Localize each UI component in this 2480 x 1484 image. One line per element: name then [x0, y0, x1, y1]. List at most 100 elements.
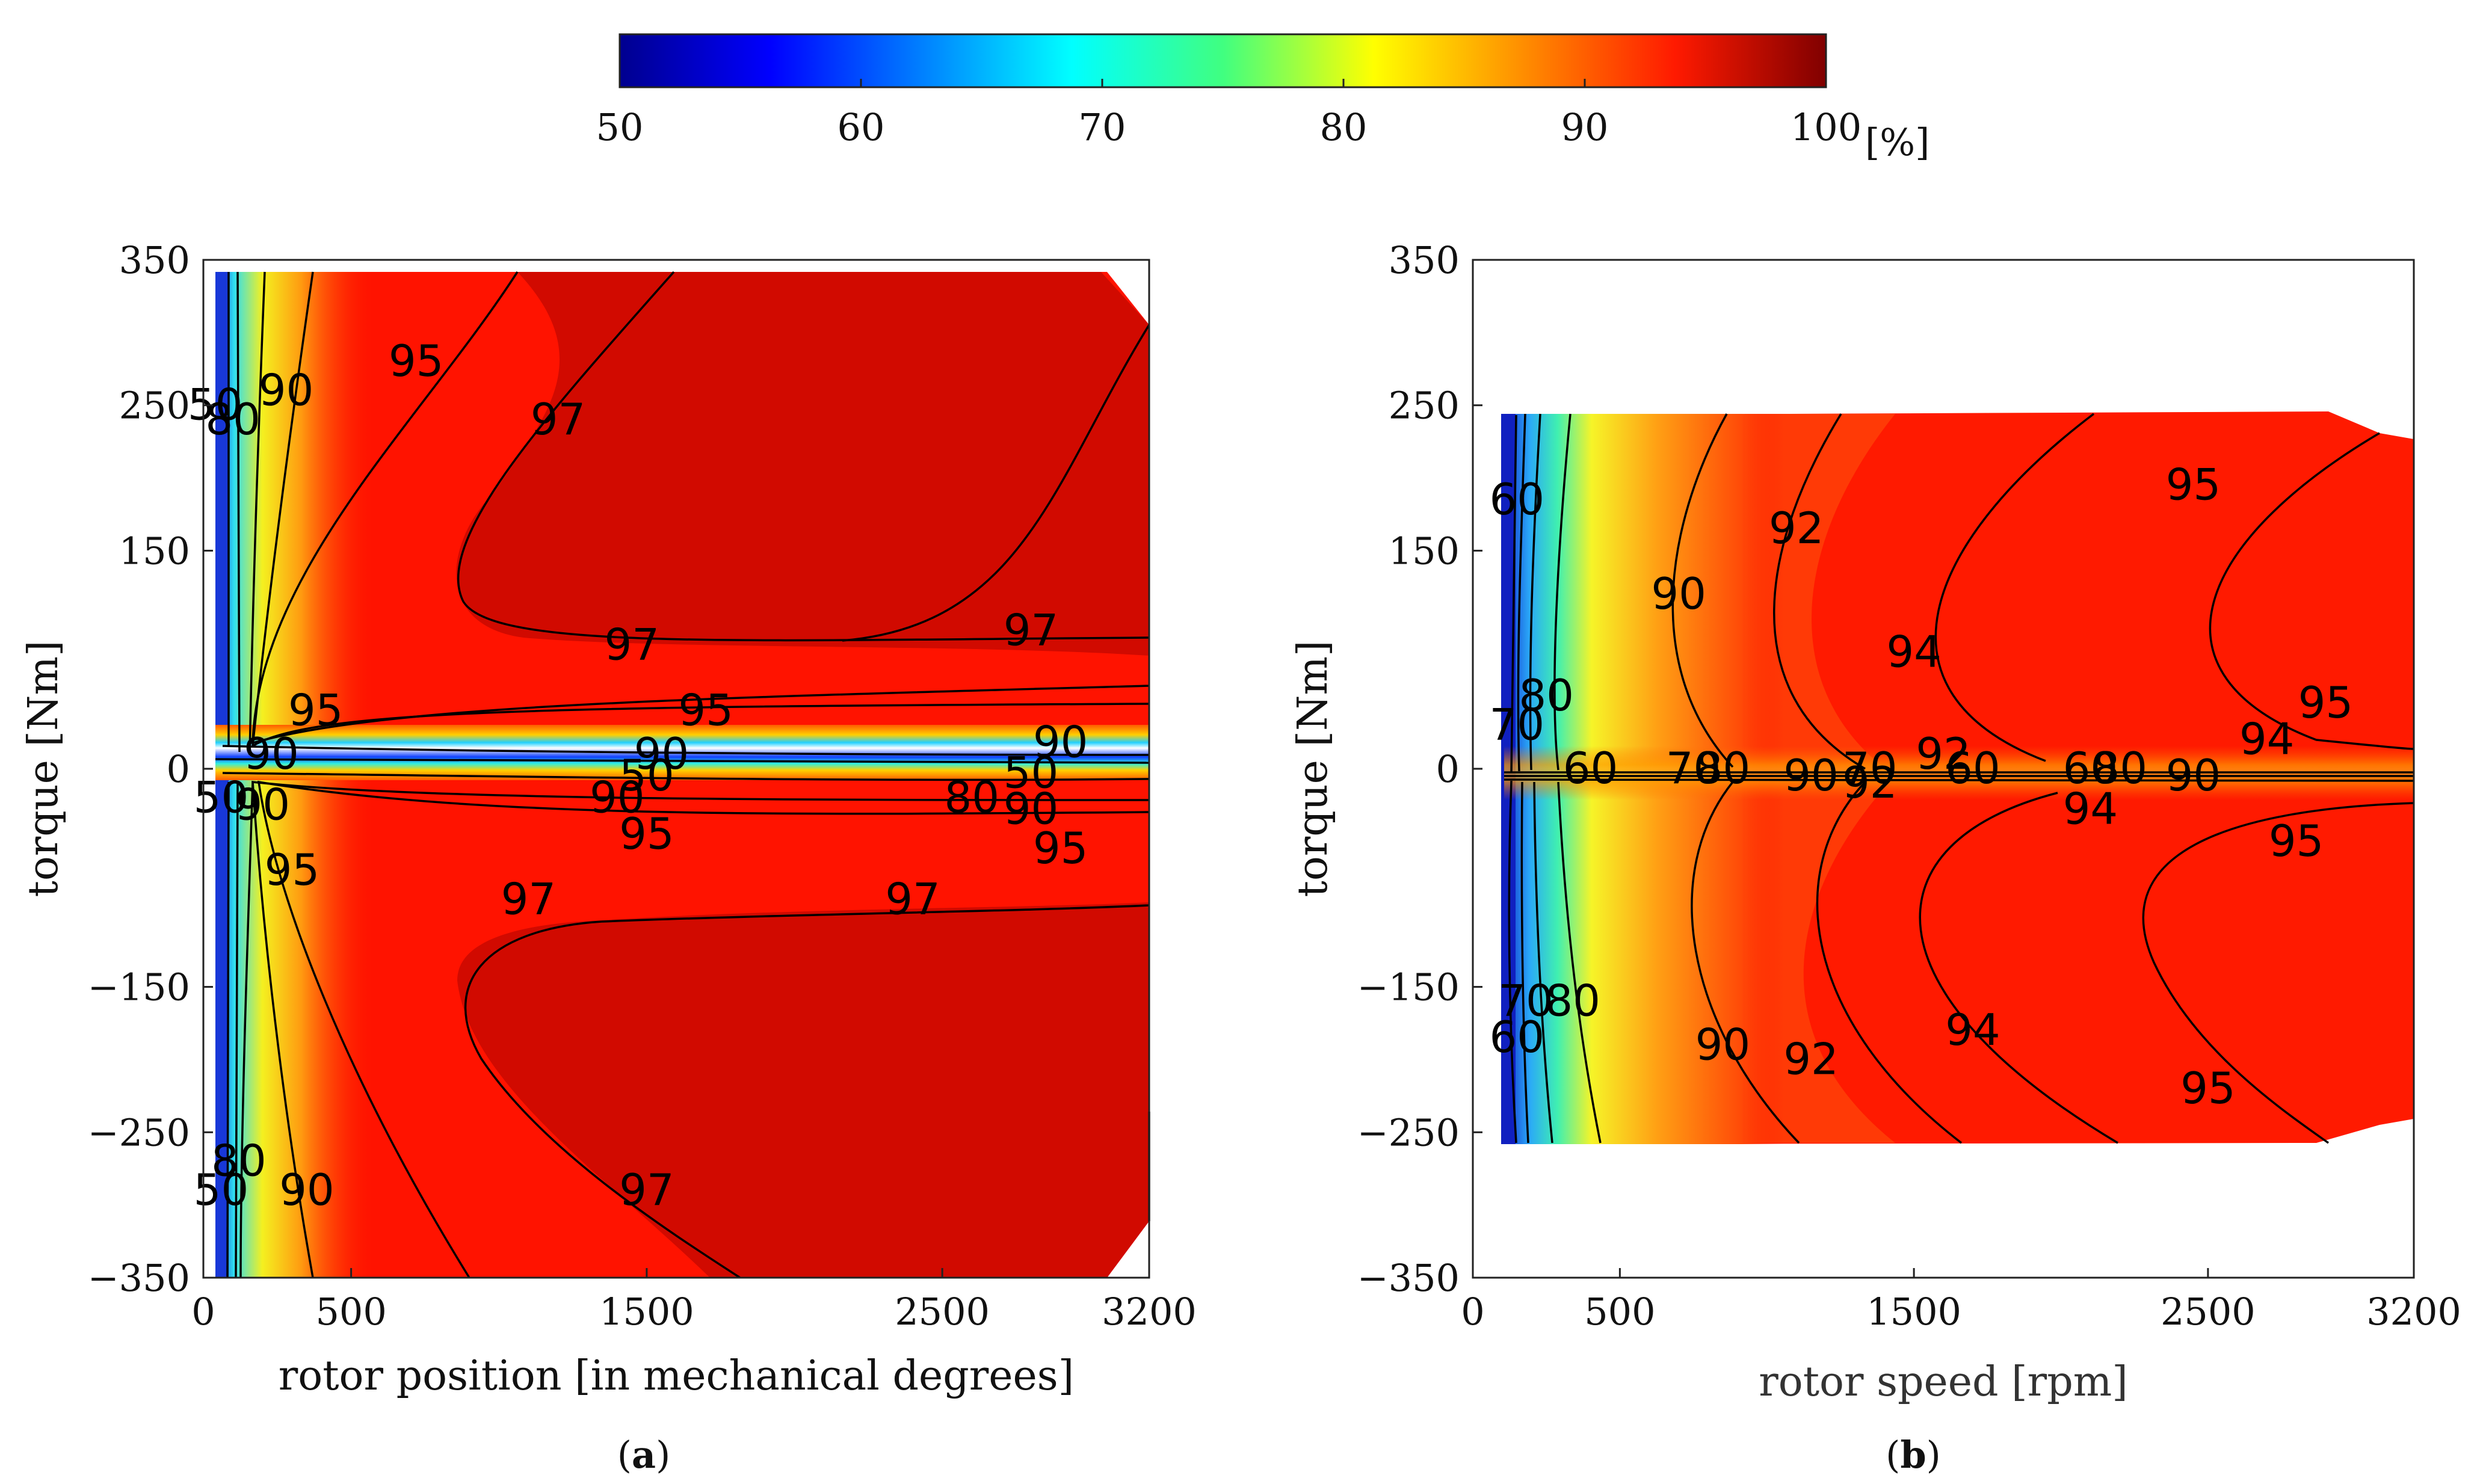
panel-b-contour-label: 94 — [2063, 784, 2118, 834]
panel-b-ytick-label: −350 — [1357, 1256, 1460, 1300]
panel-b-xtick-label: 1500 — [1866, 1290, 1961, 1334]
panel-a-contour-label: 95 — [288, 685, 344, 735]
panel-a-ytick-label: −350 — [88, 1256, 190, 1300]
panel-b-ytick-label: 250 — [1389, 384, 1460, 428]
panel-a-contour-label: 97 — [605, 620, 660, 670]
panel-b-contours — [1504, 413, 2414, 1144]
panel-b-ytick-label: 350 — [1389, 238, 1460, 282]
panel-a-contour-label: 80 — [944, 772, 999, 822]
colorbar-tick-label: 80 — [1320, 105, 1368, 149]
panel-b-contour-label: 60 — [1490, 1012, 1545, 1062]
panel-b-ytick-label: −150 — [1357, 965, 1460, 1009]
panel-b-ytick-label: 150 — [1389, 529, 1460, 573]
panel-b-contour-label: 80 — [1695, 743, 1751, 793]
panel-b-contour-label: 95 — [2269, 816, 2324, 866]
panel-a-xtick-label: 500 — [315, 1290, 386, 1334]
panel-b-contour-label: 92 — [1769, 503, 1824, 553]
panel-a-ytick-label: 0 — [167, 747, 190, 791]
panel-a-region-97-lower — [457, 902, 1149, 1278]
panel-b-xlabel: rotor speed [rpm] — [1759, 1358, 2127, 1406]
panel-a-ytick-label: 150 — [119, 529, 190, 573]
panel-b-contour-label: 70 — [1498, 976, 1553, 1026]
panel-b-caption-letter: b — [1900, 1433, 1926, 1477]
panel-b-caption: (b) — [1886, 1433, 1941, 1477]
panel-b-contour-label: 90 — [2166, 750, 2221, 801]
panel-a-caption-letter: a — [632, 1433, 656, 1477]
colorbar-tick-label: 100 — [1791, 105, 1862, 149]
panel-b-ylabel: torque [Nm] — [1289, 641, 1337, 897]
panel-b-contour-label: 70 — [1490, 699, 1545, 750]
colorbar: 50 60 70 80 90 100 [%] — [596, 33, 1929, 164]
panel-a-contour-label: 97 — [1004, 605, 1059, 655]
colorbar-ticks: 50 60 70 80 90 100 — [596, 79, 1862, 149]
panel-a-xtick-label: 3200 — [1102, 1290, 1197, 1334]
panel-b-contour-label: 90 — [1783, 750, 1839, 801]
panel-a-contour-label: 90 — [244, 728, 299, 779]
panel-a-contour-label: 50 — [1004, 747, 1059, 798]
panel-b-contour-label: 60 — [1563, 743, 1618, 793]
panel-a-contour-label: 90 — [1033, 716, 1088, 767]
panel-a-contour-label: 97 — [885, 874, 940, 925]
panel-a-contour-label: 80 — [205, 394, 261, 445]
panel-b-contour-label: 60 — [2063, 743, 2118, 793]
panel-a-region-97-upper — [456, 272, 1149, 656]
panel-b-contour-label: 92 — [1842, 757, 1898, 808]
panel-b-contour-label: 92 — [1916, 728, 1971, 779]
panel-b-contour-label: 70 — [1666, 743, 1721, 793]
panel-a-contour-label: 50 — [194, 1165, 249, 1215]
panel-b-contour-label: 90 — [1695, 1019, 1751, 1070]
panel-b-contour-label: 92 — [1783, 1033, 1839, 1084]
colorbar-tick-label: 90 — [1561, 105, 1609, 149]
panel-a-contour-label: 97 — [501, 874, 557, 925]
colorbar-unit: [%] — [1865, 120, 1929, 164]
panel-a-ytick-label: −250 — [88, 1110, 190, 1154]
panel-a-contour-label: 50 — [188, 380, 243, 430]
panel-a-contour-label: 97 — [619, 1165, 674, 1215]
colorbar-tick-label: 70 — [1079, 105, 1126, 149]
panel-a-contour-label: 50 — [619, 750, 674, 801]
panel-a-xtick-label: 0 — [191, 1290, 215, 1334]
panel-b-xtick-label: 2500 — [2161, 1290, 2256, 1334]
panel-a-contour-label: 90 — [590, 772, 645, 822]
panel-a-xlabel: rotor position [in mechanical degrees] — [279, 1352, 1074, 1400]
panel-b-ytick-label: 0 — [1436, 747, 1460, 791]
panel-a-contour-label: 95 — [619, 808, 674, 859]
panel-a-contour-label: 95 — [265, 845, 320, 895]
panel-a-caption: (a) — [617, 1433, 671, 1477]
panel-b-contour-label: 95 — [2298, 677, 2354, 728]
panel-b-xtick-label: 0 — [1461, 1290, 1484, 1334]
colorbar-tick-label: 60 — [837, 105, 885, 149]
panel-b-contour-label: 94 — [1886, 627, 1942, 677]
panel-a-ytick-label: −150 — [88, 965, 190, 1009]
panel-a-contour-label: 90 — [634, 728, 689, 779]
panel-a-contour-label: 95 — [678, 685, 733, 735]
panel-a-contour-label: 80 — [211, 1136, 267, 1186]
panel-b-contour-label: 95 — [2180, 1063, 2236, 1113]
panel-a-contour-label: 95 — [1033, 823, 1088, 873]
panel-b-contour-label: 80 — [1519, 670, 1574, 721]
panel-a-contours — [215, 271, 1150, 1279]
panel-a-contour-label: 90 — [259, 365, 314, 416]
panel-b-contour-label: 94 — [2239, 714, 2295, 765]
panel-b-xtick-label: 500 — [1584, 1290, 1655, 1334]
panel-a-ytick-label: 350 — [119, 238, 190, 282]
panel-a-contour-label: 97 — [531, 394, 586, 445]
panel-b-contour-label: 90 — [1651, 568, 1706, 619]
panel-b-contour-label: 94 — [1945, 1005, 2000, 1055]
panel-b-contour-label: 60 — [1490, 474, 1545, 525]
panel-a-contour-label: 95 — [389, 336, 444, 386]
panel-a-contour-label: 90 — [1004, 784, 1059, 834]
panel-a-contour-label: 90 — [235, 779, 290, 830]
colorbar-gradient — [618, 33, 1827, 88]
panel-b-contour-label: 70 — [1842, 743, 1898, 793]
panel-a-ytick-label: 250 — [119, 384, 190, 428]
panel-a-contour-label: 90 — [279, 1165, 335, 1215]
colorbar-tick-label: 50 — [596, 105, 644, 149]
